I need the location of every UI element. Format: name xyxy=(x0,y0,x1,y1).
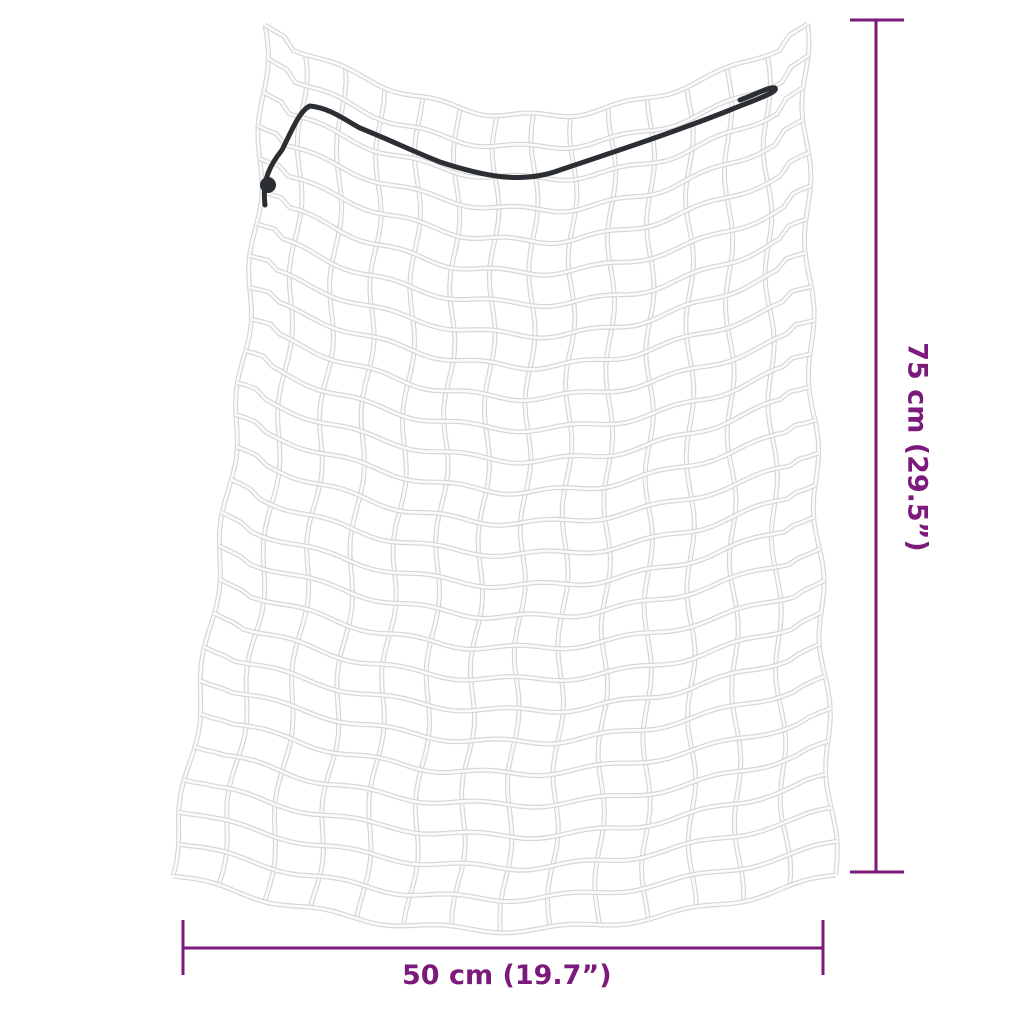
height-label: 75 cm (29.5”) xyxy=(901,342,933,552)
net-horizontal-strand xyxy=(235,413,816,496)
net-horizontal-strand xyxy=(219,578,825,651)
net-horizontal-strand xyxy=(267,54,810,150)
net-horizontal-strand xyxy=(218,544,821,620)
net-horizontal-strand xyxy=(194,740,829,809)
net-horizontal-strand xyxy=(261,184,811,277)
net-horizontal-strand xyxy=(183,773,827,841)
net-horizontal-strand xyxy=(203,642,820,714)
net-horizontal-strand xyxy=(236,381,810,465)
net-horizontal-strand xyxy=(245,349,811,434)
net-horizontal-strand xyxy=(221,511,815,589)
net-horizontal-strand xyxy=(256,218,807,308)
net-horizontal-strand xyxy=(259,151,810,245)
drawstring-cord xyxy=(261,85,778,208)
net-horizontal-strand xyxy=(199,674,826,746)
net-horizontal-strand xyxy=(236,445,820,527)
net-horizontal-strand xyxy=(213,611,822,682)
net-horizontal-strand xyxy=(249,251,806,340)
net-horizontal-strand xyxy=(178,806,832,872)
drawstring-knot xyxy=(260,177,276,193)
height-dimension-line xyxy=(850,18,904,874)
net-horizontal-strand xyxy=(200,707,831,777)
net-horizontal-strand xyxy=(257,118,804,214)
net-horizontal-strand xyxy=(264,22,809,118)
net-horizontal-strand xyxy=(172,873,836,935)
net-horizontal-strand xyxy=(249,285,812,371)
width-dimension-line xyxy=(181,920,825,975)
net-horizontal-strand xyxy=(178,840,838,903)
net-horizontal-strand xyxy=(251,318,815,402)
net-horizontal-strand xyxy=(230,478,816,558)
net-vertical-strand xyxy=(170,24,271,877)
net-mesh xyxy=(170,21,840,936)
net-vertical-strand xyxy=(171,24,270,877)
width-label: 50 cm (19.7”) xyxy=(402,960,612,991)
